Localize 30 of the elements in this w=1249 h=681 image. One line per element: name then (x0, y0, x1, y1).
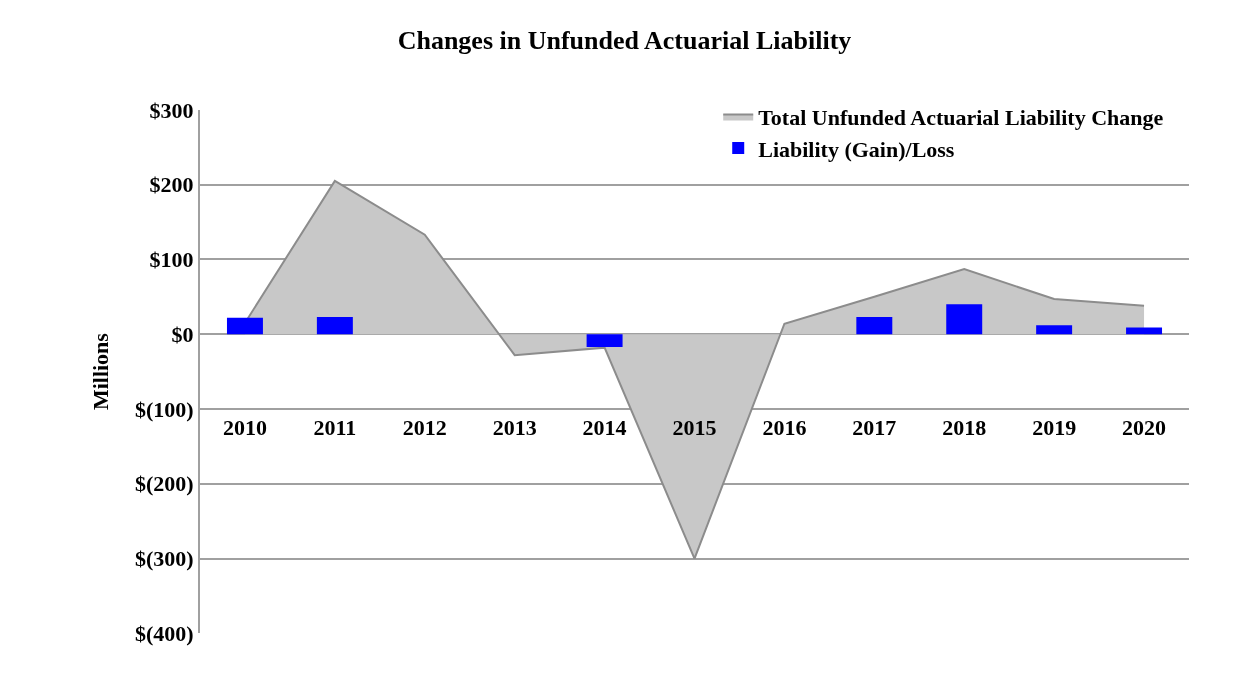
x-tick-label: 2018 (942, 414, 987, 440)
x-tick-label: 2015 (672, 414, 717, 440)
bar (226, 317, 263, 335)
x-tick-label: 2013 (492, 414, 537, 440)
legend-label: Liability (Gain)/Loss (758, 136, 955, 162)
y-tick-label: $(400) (134, 621, 194, 647)
x-tick-label: 2014 (582, 414, 627, 440)
y-tick-label: $(100) (134, 396, 194, 422)
y-tick-label: $0 (171, 321, 194, 347)
x-tick-label: 2010 (222, 414, 267, 440)
x-tick-label: 2017 (852, 414, 897, 440)
bar (586, 334, 623, 347)
x-tick-label: 2019 (1032, 414, 1077, 440)
y-tick-label: $200 (149, 172, 194, 198)
y-tick-label: $100 (149, 247, 194, 273)
bar (856, 316, 893, 335)
bar (1036, 325, 1073, 335)
bar (316, 316, 353, 335)
y-tick-label: $300 (149, 97, 194, 123)
legend-label: Total Unfunded Actuarial Liability Change (758, 105, 1164, 131)
y-tick-label: $(200) (134, 471, 194, 497)
x-tick-label: 2020 (1122, 414, 1167, 440)
x-tick-label: 2011 (313, 414, 357, 440)
x-tick-label: 2012 (402, 414, 447, 440)
y-tick-label: $(300) (134, 546, 194, 572)
bar (946, 304, 983, 335)
x-tick-label: 2016 (762, 414, 807, 440)
bar (1126, 327, 1163, 335)
y-axis-title: Millions (88, 332, 114, 411)
chart-title: Changes in Unfunded Actuarial Liability (397, 25, 852, 55)
